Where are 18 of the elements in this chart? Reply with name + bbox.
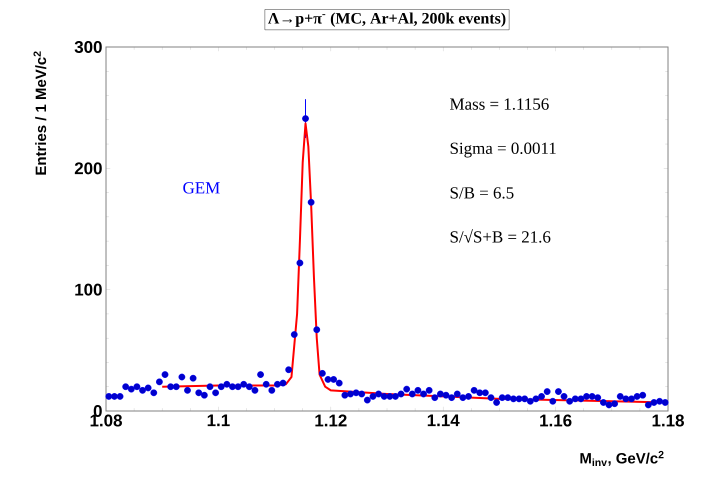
x-tick-label: 1.18	[652, 414, 684, 427]
y-tick-label: 100	[75, 284, 102, 296]
y-tick-label: 200	[74, 162, 102, 174]
annotation: S/B = 6.5	[450, 187, 514, 199]
x-tick-label: 1.08	[90, 414, 122, 427]
y-tick-label: 0	[94, 404, 102, 417]
x-tick-label: 1.1	[208, 414, 230, 426]
annotation: Mass = 1.1156	[450, 98, 549, 110]
x-tick-label: 1.12	[315, 414, 347, 426]
text: GEM	[183, 182, 220, 194]
annotation: Sigma = 0.0011	[450, 142, 556, 158]
x-tick-label: 1.14	[428, 414, 460, 426]
chart-title: Λ→p+π$^{-}$ (MC, Ar+Al, 200k events)	[268, 12, 506, 27]
annotation: S/√S+B = 21.6	[450, 229, 550, 243]
y-axis-title: Entries / 1 MeV/c$^{2}$	[33, 51, 46, 175]
x-axis-title: M$_{inv}$, GeV/c$^{2}$	[580, 450, 664, 466]
y-tick-label: 300	[74, 40, 102, 53]
x-tick-label: 1.16	[540, 414, 572, 427]
